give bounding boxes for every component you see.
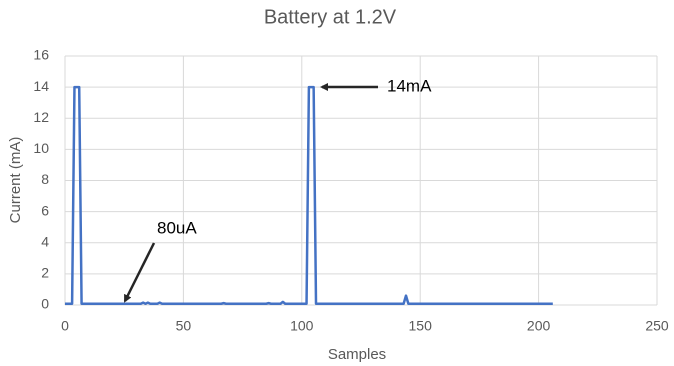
data-line bbox=[65, 85, 553, 305]
y-tick-label: 8 bbox=[41, 171, 49, 187]
x-tick-label: 50 bbox=[176, 318, 192, 334]
x-tick-label: 100 bbox=[290, 318, 314, 334]
annotation: 80uA bbox=[157, 218, 197, 237]
x-tick-label: 200 bbox=[527, 318, 551, 334]
y-tick-label: 6 bbox=[41, 202, 49, 218]
chart-title: Battery at 1.2V bbox=[264, 6, 397, 28]
annotation: 14mA bbox=[387, 76, 432, 95]
y-tick-label: 16 bbox=[33, 47, 49, 63]
y-tick-label: 2 bbox=[41, 265, 49, 281]
x-tick-label: 150 bbox=[409, 318, 433, 334]
y-tick-label: 12 bbox=[33, 109, 49, 125]
y-axis-title: Current (mA) bbox=[7, 137, 24, 224]
x-tick-label: 0 bbox=[61, 318, 69, 334]
annotation-arrow bbox=[123, 242, 156, 303]
x-axis-title: Samples bbox=[328, 346, 386, 363]
y-tick-label: 0 bbox=[41, 296, 49, 312]
y-tick-label: 14 bbox=[33, 78, 49, 94]
y-tick-label: 4 bbox=[41, 233, 49, 249]
x-tick-label: 250 bbox=[645, 318, 669, 334]
y-tick-label: 10 bbox=[33, 140, 49, 156]
